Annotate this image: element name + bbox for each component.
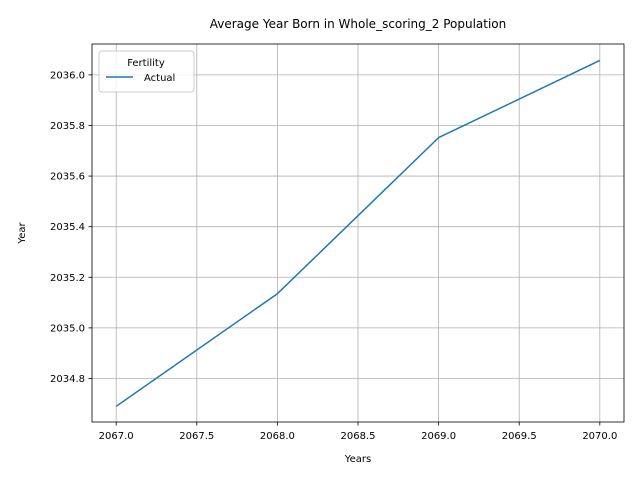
y-tick-label: 2035.2 xyxy=(50,273,85,284)
legend: Fertility Actual xyxy=(98,50,195,93)
y-tick-label: 2036.0 xyxy=(50,70,85,81)
x-tick-label: 2068.5 xyxy=(341,431,376,442)
x-tick-label: 2069.0 xyxy=(421,431,456,442)
x-tick-label: 2067.5 xyxy=(179,431,214,442)
series-line-actual xyxy=(115,59,601,407)
y-axis-ticks: 2034.8 2035.0 2035.2 2035.4 2035.6 2035.8 2036… xyxy=(50,70,92,385)
x-axis-label: Years xyxy=(344,454,371,465)
x-tick-label: 2067.0 xyxy=(99,431,134,442)
y-tick-label: 2034.8 xyxy=(50,374,85,385)
x-tick-label: 2069.5 xyxy=(502,431,537,442)
x-tick-label: 2068.0 xyxy=(260,431,295,442)
legend-label-actual: Actual xyxy=(144,73,175,84)
y-axis-label: Year xyxy=(17,222,28,245)
x-tick-label: 2070.0 xyxy=(582,431,617,442)
series-layer xyxy=(115,59,601,407)
x-axis-ticks: 2067.0 2067.5 2068.0 2068.5 2069.0 2069.5 2070… xyxy=(99,422,617,442)
grid xyxy=(92,44,624,422)
y-tick-label: 2035.6 xyxy=(50,172,85,183)
legend-title: Fertility xyxy=(127,58,165,69)
y-tick-label: 2035.8 xyxy=(50,121,85,132)
chart-title: Average Year Born in Whole_scoring_2 Pop… xyxy=(210,17,507,31)
legend-box xyxy=(98,50,195,93)
y-tick-label: 2035.0 xyxy=(50,323,85,334)
y-tick-label: 2035.4 xyxy=(50,222,85,233)
